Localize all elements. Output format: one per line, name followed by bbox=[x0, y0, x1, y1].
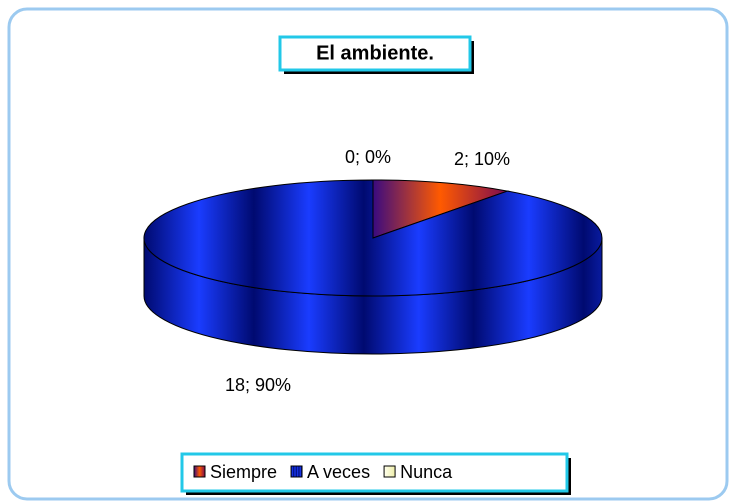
data-label: 18; 90% bbox=[225, 375, 291, 395]
legend-label: Nunca bbox=[400, 462, 453, 482]
pie-slice bbox=[372, 179, 510, 239]
legend-label: A veces bbox=[307, 462, 370, 482]
legend-label: Siempre bbox=[210, 462, 277, 482]
title-box bbox=[278, 35, 472, 72]
legend-box bbox=[180, 452, 569, 493]
legend-swatch bbox=[193, 465, 206, 478]
legend-swatch bbox=[383, 465, 396, 478]
legend-swatch bbox=[290, 465, 303, 478]
chart-title: El ambiente. bbox=[316, 42, 434, 64]
data-label: 0; 0% bbox=[345, 147, 391, 167]
data-label: 2; 10% bbox=[454, 149, 510, 169]
